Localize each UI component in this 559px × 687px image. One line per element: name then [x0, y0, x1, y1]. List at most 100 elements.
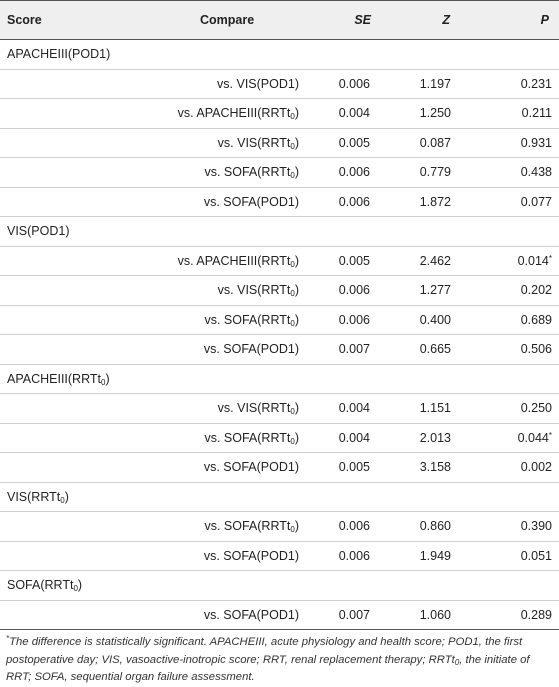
- p-cell: 0.202: [468, 275, 559, 306]
- z-cell: 3.158: [385, 452, 468, 483]
- p-cell: 0.390: [468, 511, 559, 542]
- group-row: VIS(POD1): [0, 216, 559, 247]
- p-cell: 0.044*: [468, 423, 559, 453]
- z-cell: 1.250: [385, 98, 468, 129]
- table-footnote: *The difference is statistically signifi…: [6, 634, 530, 684]
- compare-cell: vs. SOFA(RRTt0): [130, 511, 305, 542]
- table-row: vs. SOFA(RRTt0) 0.006 0.400 0.689: [0, 305, 559, 335]
- score-cell-empty: [0, 600, 130, 630]
- header-row: Score Compare SE Z P: [0, 0, 559, 40]
- group-label: APACHEIII(POD1): [0, 39, 559, 70]
- compare-cell: vs. SOFA(RRTt0): [130, 305, 305, 335]
- compare-cell: vs. SOFA(POD1): [130, 600, 305, 630]
- table-row: vs. SOFA(POD1) 0.007 1.060 0.289: [0, 600, 559, 630]
- z-cell: 0.665: [385, 334, 468, 365]
- compare-cell: vs. SOFA(POD1): [130, 452, 305, 483]
- se-cell: 0.005: [305, 452, 385, 483]
- compare-cell: vs. SOFA(POD1): [130, 187, 305, 217]
- table-row: vs. SOFA(RRTt0) 0.004 2.013 0.044*: [0, 423, 559, 453]
- table-row: vs. VIS(POD1) 0.006 1.197 0.231: [0, 69, 559, 99]
- se-cell: 0.004: [305, 98, 385, 129]
- p-cell: 0.077: [468, 187, 559, 217]
- group-label: VIS(POD1): [0, 216, 559, 247]
- table-row: vs. SOFA(POD1) 0.007 0.665 0.506: [0, 334, 559, 365]
- score-cell-empty: [0, 187, 130, 217]
- p-cell: 0.289: [468, 600, 559, 630]
- z-cell: 0.087: [385, 128, 468, 158]
- header-z: Z: [385, 0, 468, 40]
- compare-cell: vs. SOFA(POD1): [130, 541, 305, 571]
- z-cell: 1.060: [385, 600, 468, 630]
- compare-cell: vs. SOFA(RRTt0): [130, 157, 305, 188]
- table-row: vs. VIS(RRTt0) 0.004 1.151 0.250: [0, 393, 559, 424]
- score-cell-empty: [0, 423, 130, 453]
- se-cell: 0.006: [305, 511, 385, 542]
- p-cell: 0.051: [468, 541, 559, 571]
- compare-cell: vs. VIS(RRTt0): [130, 275, 305, 306]
- se-cell: 0.004: [305, 423, 385, 453]
- header-compare: Compare: [130, 0, 305, 40]
- table-row: vs. APACHEIII(RRTt0) 0.005 2.462 0.014*: [0, 246, 559, 276]
- group-row: VIS(RRTt0): [0, 482, 559, 512]
- compare-cell: vs. VIS(RRTt0): [130, 128, 305, 158]
- z-cell: 2.462: [385, 246, 468, 276]
- group-label: VIS(RRTt0): [0, 482, 559, 512]
- p-cell: 0.689: [468, 305, 559, 335]
- z-cell: 1.151: [385, 393, 468, 424]
- score-cell-empty: [0, 128, 130, 158]
- group-row: SOFA(RRTt0): [0, 570, 559, 601]
- z-cell: 1.197: [385, 69, 468, 99]
- se-cell: 0.006: [305, 275, 385, 306]
- comparison-table: Score Compare SE Z P APACHEIII(POD1) vs. …: [0, 0, 559, 630]
- z-cell: 1.949: [385, 541, 468, 571]
- compare-cell: vs. APACHEIII(RRTt0): [130, 98, 305, 129]
- score-cell-empty: [0, 393, 130, 424]
- compare-cell: vs. SOFA(POD1): [130, 334, 305, 365]
- z-cell: 2.013: [385, 423, 468, 453]
- group-label: SOFA(RRTt0): [0, 570, 559, 601]
- z-cell: 0.400: [385, 305, 468, 335]
- p-cell: 0.002: [468, 452, 559, 483]
- z-cell: 0.860: [385, 511, 468, 542]
- group-row: APACHEIII(POD1): [0, 39, 559, 70]
- se-cell: 0.004: [305, 393, 385, 424]
- compare-cell: vs. APACHEIII(RRTt0): [130, 246, 305, 276]
- score-cell-empty: [0, 69, 130, 99]
- score-cell-empty: [0, 275, 130, 306]
- table-row: vs. SOFA(POD1) 0.006 1.949 0.051: [0, 541, 559, 571]
- score-cell-empty: [0, 98, 130, 129]
- table-row: vs. SOFA(POD1) 0.005 3.158 0.002: [0, 452, 559, 483]
- z-cell: 1.872: [385, 187, 468, 217]
- compare-cell: vs. VIS(POD1): [130, 69, 305, 99]
- header-se: SE: [305, 0, 385, 40]
- table-header: Score Compare SE Z P: [0, 0, 559, 40]
- se-cell: 0.005: [305, 128, 385, 158]
- compare-cell: vs. VIS(RRTt0): [130, 393, 305, 424]
- p-cell: 0.931: [468, 128, 559, 158]
- p-cell: 0.506: [468, 334, 559, 365]
- se-cell: 0.006: [305, 187, 385, 217]
- se-cell: 0.006: [305, 69, 385, 99]
- table-row: vs. VIS(RRTt0) 0.006 1.277 0.202: [0, 275, 559, 306]
- score-cell-empty: [0, 157, 130, 188]
- score-cell-empty: [0, 334, 130, 365]
- p-cell: 0.014*: [468, 246, 559, 276]
- table-row: vs. SOFA(POD1) 0.006 1.872 0.077: [0, 187, 559, 217]
- p-cell: 0.231: [468, 69, 559, 99]
- score-cell-empty: [0, 452, 130, 483]
- compare-cell: vs. SOFA(RRTt0): [130, 423, 305, 453]
- header-p: P: [468, 0, 559, 40]
- p-cell: 0.250: [468, 393, 559, 424]
- table-row: vs. APACHEIII(RRTt0) 0.004 1.250 0.211: [0, 98, 559, 129]
- se-cell: 0.005: [305, 246, 385, 276]
- se-cell: 0.006: [305, 305, 385, 335]
- score-cell-empty: [0, 305, 130, 335]
- group-label: APACHEIII(RRTt0): [0, 364, 559, 394]
- score-cell-empty: [0, 511, 130, 542]
- header-score: Score: [0, 0, 130, 40]
- z-cell: 0.779: [385, 157, 468, 188]
- score-cell-empty: [0, 246, 130, 276]
- p-cell: 0.438: [468, 157, 559, 188]
- se-cell: 0.006: [305, 541, 385, 571]
